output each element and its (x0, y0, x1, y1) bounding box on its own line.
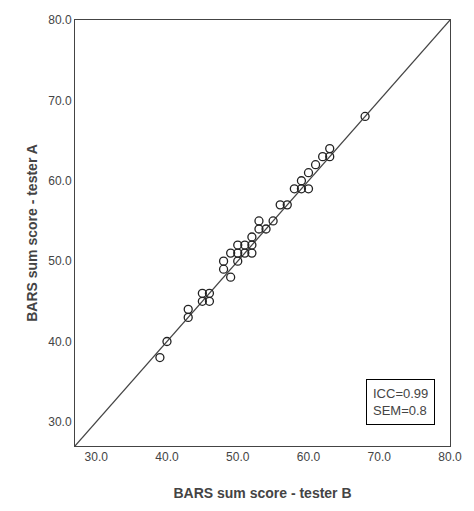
svg-text:50.0: 50.0 (48, 254, 72, 268)
svg-text:40.0: 40.0 (48, 335, 72, 349)
svg-text:70.0: 70.0 (48, 94, 72, 108)
svg-text:ICC=0.99SEM=0.8: ICC=0.99SEM=0.8 (373, 386, 428, 418)
svg-text:40.0: 40.0 (155, 450, 179, 464)
svg-text:50.0: 50.0 (226, 450, 250, 464)
svg-text:60.0: 60.0 (297, 450, 321, 464)
svg-text:60.0: 60.0 (48, 174, 72, 188)
svg-text:BARS sum score - tester B: BARS sum score - tester B (173, 485, 351, 501)
svg-text:70.0: 70.0 (368, 450, 392, 464)
svg-text:80.0: 80.0 (48, 13, 72, 27)
svg-text:30.0: 30.0 (85, 450, 109, 464)
svg-text:30.0: 30.0 (48, 415, 72, 429)
svg-text:BARS sum score - tester A: BARS sum score - tester A (24, 144, 40, 322)
svg-text:80.0: 80.0 (438, 450, 462, 464)
